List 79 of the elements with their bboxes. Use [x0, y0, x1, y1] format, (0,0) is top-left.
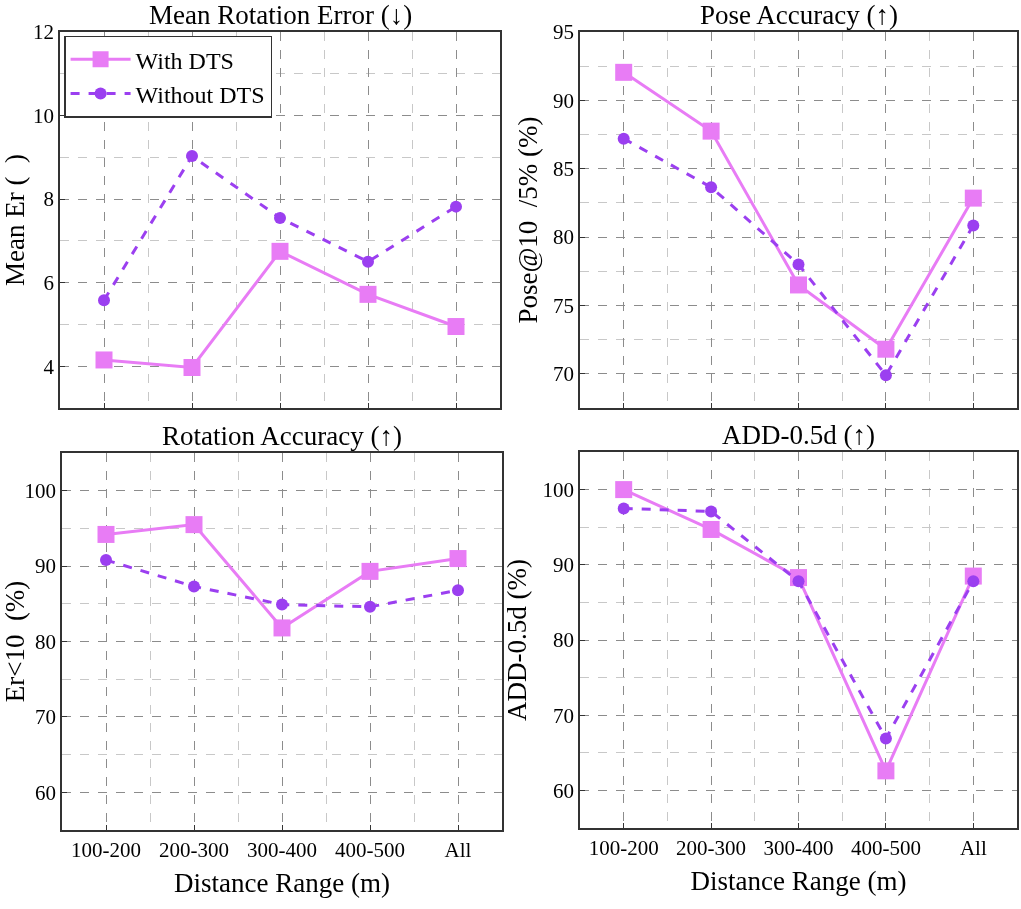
point	[964, 189, 982, 207]
point	[792, 258, 805, 271]
y-tick-label: 100	[24, 479, 57, 504]
point	[879, 732, 892, 745]
point	[615, 481, 633, 499]
point	[877, 340, 895, 358]
y-tick-label: 60	[553, 778, 575, 803]
y-tick-label: 70	[553, 362, 575, 387]
point	[183, 358, 201, 376]
point	[879, 369, 892, 382]
point	[100, 554, 112, 567]
x-tick-label: 300-400	[763, 835, 834, 860]
point	[364, 600, 376, 613]
x-tick-label: All	[959, 835, 987, 860]
point	[273, 619, 291, 637]
legend-label: Without DTS	[135, 81, 265, 108]
point	[450, 200, 462, 213]
point	[449, 550, 467, 568]
point	[98, 294, 110, 307]
point	[617, 132, 630, 145]
y-tick-label: 8	[43, 187, 55, 212]
point	[361, 562, 379, 580]
point	[188, 580, 200, 593]
point	[276, 598, 288, 611]
y-tick-label: 90	[553, 88, 575, 113]
point	[967, 219, 980, 232]
x-tick-label: 200-300	[159, 837, 229, 862]
x-tick-label: 400-500	[335, 837, 405, 862]
point	[705, 181, 718, 194]
point	[615, 63, 633, 81]
point	[702, 520, 720, 538]
y-tick-label: 80	[553, 225, 575, 250]
point	[362, 255, 374, 268]
point	[97, 525, 115, 543]
point	[617, 502, 630, 515]
y-tick-label: 90	[553, 553, 575, 578]
y-tick-label: 100	[542, 477, 575, 502]
point	[185, 516, 203, 534]
legend-label: With DTS	[135, 47, 234, 74]
x-axis-title: Distance Range (m)	[174, 867, 390, 898]
x-tick-label: 100-200	[71, 837, 141, 862]
x-tick-label: 400-500	[850, 835, 921, 860]
y-axis-title: Er<10 (%)	[0, 580, 30, 703]
y-axis-title: Mean Er ( )	[0, 154, 30, 286]
chart-title: Rotation Accuracy (↑)	[162, 421, 402, 451]
point	[705, 505, 718, 518]
y-tick-label: 12	[33, 20, 55, 45]
chart-title: ADD-0.5d (↑)	[722, 420, 875, 450]
point	[95, 351, 113, 369]
point	[271, 242, 289, 260]
point	[702, 122, 720, 140]
point	[274, 211, 286, 224]
y-tick-label: 6	[43, 271, 55, 296]
y-tick-label: 70	[35, 705, 57, 730]
point	[452, 584, 464, 597]
x-tick-label: 200-300	[676, 835, 747, 860]
point	[186, 150, 198, 163]
y-tick-label: 60	[35, 780, 57, 805]
y-tick-label: 70	[553, 703, 575, 728]
x-axis-title: Distance Range (m)	[690, 865, 907, 896]
y-tick-label: 10	[33, 103, 55, 128]
point	[447, 318, 465, 336]
y-tick-label: 95	[553, 20, 575, 45]
chart-title: Mean Rotation Error (↓)	[149, 0, 413, 30]
y-tick-label: 4	[43, 354, 55, 379]
y-axis-title: Pose@10 /5% (%)	[512, 116, 543, 324]
x-tick-label: 100-200	[588, 835, 659, 860]
y-axis-title: ADD-0.5d (%)	[502, 559, 533, 721]
point	[359, 285, 377, 303]
y-tick-label: 80	[35, 629, 57, 654]
y-tick-label: 90	[35, 554, 57, 579]
y-tick-label: 85	[553, 157, 575, 182]
chart-title: Pose Accuracy (↑)	[700, 0, 898, 30]
x-tick-label: 300-400	[247, 837, 317, 862]
x-tick-label: All	[444, 837, 472, 862]
y-tick-label: 80	[553, 628, 575, 653]
point	[877, 762, 895, 780]
point	[790, 276, 807, 294]
y-tick-label: 75	[553, 293, 575, 318]
